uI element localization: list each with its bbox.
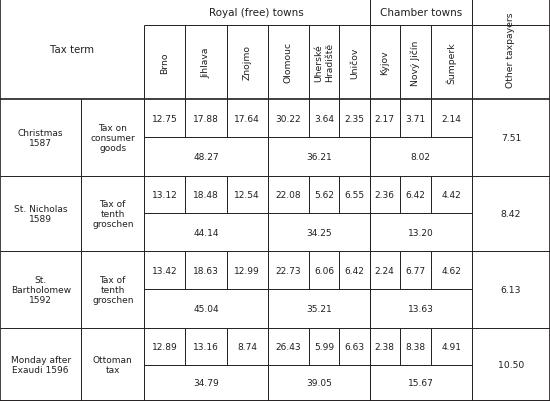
Text: 17.64: 17.64 (234, 114, 260, 123)
Text: Uherské
Hradiště: Uherské Hradiště (315, 43, 334, 82)
Text: 17.88: 17.88 (193, 114, 219, 123)
Text: 18.48: 18.48 (193, 191, 219, 200)
Text: 39.05: 39.05 (306, 379, 332, 387)
Text: 13.16: 13.16 (193, 342, 219, 351)
Text: 12.75: 12.75 (152, 114, 178, 123)
Text: Olomouc: Olomouc (284, 42, 293, 83)
Text: Monday after
Exaudi 1596: Monday after Exaudi 1596 (10, 355, 71, 375)
Text: 6.42: 6.42 (405, 191, 425, 200)
Text: 2.38: 2.38 (375, 342, 395, 351)
Text: Šumperk: Šumperk (446, 42, 456, 83)
Text: Tax term: Tax term (50, 45, 94, 55)
Text: 2.35: 2.35 (344, 114, 365, 123)
Text: 10.50: 10.50 (498, 360, 524, 369)
Text: 5.99: 5.99 (314, 342, 334, 351)
Text: Nový Jičín: Nový Jičín (410, 40, 420, 85)
Text: 6.13: 6.13 (500, 285, 521, 294)
Text: 8.74: 8.74 (237, 342, 257, 351)
Text: 5.62: 5.62 (314, 191, 334, 200)
Text: Kyjov: Kyjov (380, 51, 389, 75)
Text: 2.17: 2.17 (375, 114, 395, 123)
Text: 12.89: 12.89 (152, 342, 178, 351)
Text: 4.62: 4.62 (441, 266, 461, 275)
Text: 6.06: 6.06 (314, 266, 334, 275)
Text: 13.20: 13.20 (408, 228, 433, 237)
Text: Ottoman
tax: Ottoman tax (93, 355, 133, 375)
Text: Uničov: Uničov (350, 47, 359, 79)
Text: 12.99: 12.99 (234, 266, 260, 275)
Text: 44.14: 44.14 (193, 228, 219, 237)
Text: 26.43: 26.43 (276, 342, 301, 351)
Text: 35.21: 35.21 (306, 305, 332, 314)
Text: 6.55: 6.55 (344, 191, 365, 200)
Text: 3.71: 3.71 (405, 114, 425, 123)
Text: 36.21: 36.21 (306, 153, 332, 162)
Text: 3.64: 3.64 (314, 114, 334, 123)
Text: Royal (free) towns: Royal (free) towns (210, 8, 304, 18)
Text: 13.42: 13.42 (152, 266, 178, 275)
Text: 2.36: 2.36 (375, 191, 395, 200)
Text: 34.25: 34.25 (306, 228, 332, 237)
Text: 6.63: 6.63 (344, 342, 365, 351)
Text: Tax on
consumer
goods: Tax on consumer goods (90, 123, 135, 153)
Text: Other taxpayers: Other taxpayers (507, 12, 515, 87)
Text: 8.02: 8.02 (411, 153, 431, 162)
Text: Znojmo: Znojmo (243, 45, 252, 80)
Text: 15.67: 15.67 (408, 379, 434, 387)
Text: 13.12: 13.12 (152, 191, 178, 200)
Text: 2.14: 2.14 (441, 114, 461, 123)
Text: 8.42: 8.42 (500, 209, 521, 219)
Text: Tax of
tenth
groschen: Tax of tenth groschen (92, 275, 134, 305)
Text: 48.27: 48.27 (193, 153, 219, 162)
Text: Christmas
1587: Christmas 1587 (18, 128, 63, 148)
Text: 22.08: 22.08 (276, 191, 301, 200)
Text: St. Nicholas
1589: St. Nicholas 1589 (14, 204, 68, 224)
Text: 13.63: 13.63 (408, 305, 434, 314)
Text: 45.04: 45.04 (193, 305, 219, 314)
Text: 34.79: 34.79 (193, 379, 219, 387)
Text: 6.77: 6.77 (405, 266, 425, 275)
Text: Jihlava: Jihlava (201, 48, 211, 78)
Text: 30.22: 30.22 (276, 114, 301, 123)
Text: 22.73: 22.73 (276, 266, 301, 275)
Text: 2.24: 2.24 (375, 266, 394, 275)
Text: Tax of
tenth
groschen: Tax of tenth groschen (92, 199, 134, 229)
Text: 4.42: 4.42 (442, 191, 461, 200)
Text: 12.54: 12.54 (234, 191, 260, 200)
Text: St.
Bartholomew
1592: St. Bartholomew 1592 (10, 275, 71, 305)
Text: 18.63: 18.63 (193, 266, 219, 275)
Text: 8.38: 8.38 (405, 342, 425, 351)
Text: 7.51: 7.51 (500, 134, 521, 143)
Text: 4.91: 4.91 (441, 342, 461, 351)
Text: 6.42: 6.42 (344, 266, 365, 275)
Text: Brno: Brno (160, 52, 169, 73)
Text: Chamber towns: Chamber towns (379, 8, 462, 18)
